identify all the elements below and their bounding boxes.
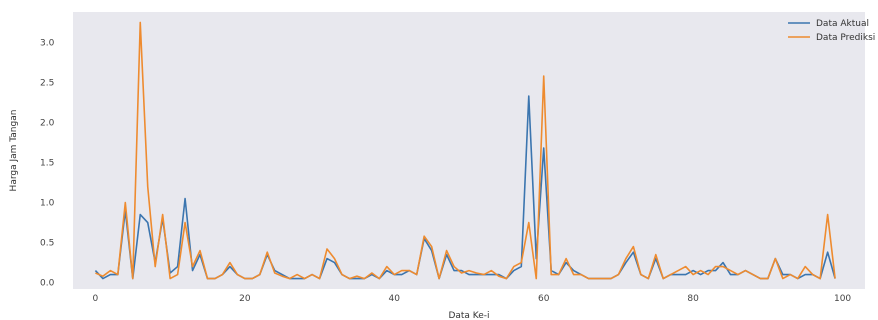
y-tick-label: 1.0: [40, 199, 55, 209]
legend: Data Aktual Data Prediksi: [782, 13, 875, 47]
axis-ticks: 0.0 0.5 1.0 1.5 2.0 2.5 3.0 0 20 40 60 80 100: [40, 38, 851, 304]
x-tick-label: 80: [687, 294, 699, 304]
x-tick-label: 60: [538, 294, 550, 304]
y-axis-label: Harga Jam Tangan: [9, 110, 19, 192]
x-tick-label: 20: [239, 294, 251, 304]
legend-box: [782, 13, 864, 47]
x-tick-label: 40: [389, 294, 401, 304]
y-tick-label: 0.5: [40, 239, 54, 249]
x-tick-label: 0: [93, 294, 99, 304]
y-tick-label: 3.0: [40, 38, 55, 48]
series-lines: [94, 21, 836, 280]
legend-label-data-aktual: Data Aktual: [816, 19, 869, 29]
x-tick-label: 100: [834, 294, 851, 304]
y-tick-label: 1.5: [40, 159, 54, 169]
legend-label-data-prediksi: Data Prediksi: [816, 33, 875, 43]
y-tick-label: 2.5: [40, 78, 54, 88]
y-tick-label: 0.0: [40, 279, 55, 289]
x-axis-label: Data Ke-i: [448, 311, 489, 320]
plot-area: [73, 12, 865, 289]
y-tick-label: 2.0: [40, 118, 55, 128]
series-line-data-prediksi: [95, 21, 836, 280]
